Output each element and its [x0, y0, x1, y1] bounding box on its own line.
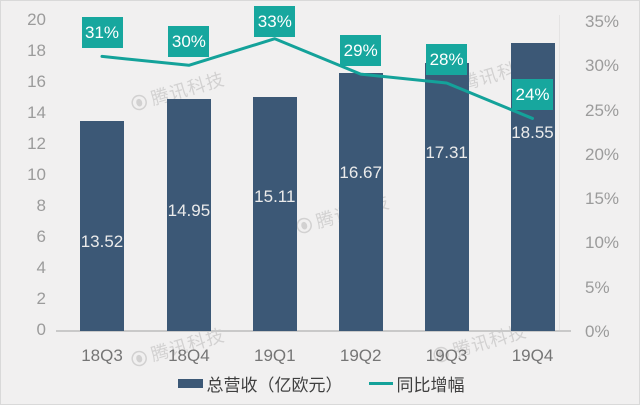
left-axis-tick: 4	[36, 258, 46, 277]
legend-revenue-label: 总营收（亿欧元）	[206, 375, 343, 395]
watermark: 腾讯科技	[429, 317, 529, 369]
bar-value-label: 13.52	[80, 232, 124, 251]
plot-right-border	[559, 15, 560, 331]
left-axis-tick: 6	[36, 227, 46, 246]
right-axis-tick: 20%	[585, 144, 620, 164]
growth-line-swatch-icon	[368, 381, 393, 385]
x-axis-line	[56, 330, 571, 332]
x-axis-label: 19Q3	[425, 346, 468, 365]
revenue-bar	[166, 99, 211, 331]
right-axis-tick: 5%	[585, 277, 610, 297]
bar-value-label: 14.95	[167, 201, 211, 220]
x-axis-label: 18Q4	[168, 346, 210, 365]
growth-pct-label: 28%	[426, 44, 468, 75]
bar-value-label: 15.11	[254, 187, 296, 206]
revenue-bar	[252, 96, 297, 331]
left-axis-tick: 10	[27, 165, 46, 184]
x-axis-label: 19Q2	[339, 346, 382, 365]
revenue-bar	[80, 121, 124, 331]
tencent-logo-icon	[296, 217, 312, 233]
right-axis-tick: 10%	[585, 233, 620, 253]
left-axis-tick: 8	[36, 196, 46, 215]
legend-growth-label: 同比增幅	[396, 375, 465, 395]
revenue-bar-swatch-icon	[177, 378, 203, 388]
legend: 总营收（亿欧元） 同比增幅	[1, 371, 639, 396]
growth-pct-label: 33%	[254, 6, 296, 37]
left-axis-tick: 20	[27, 10, 46, 29]
right-axis-tick: 30%	[585, 56, 620, 76]
legend-item-growth: 同比增幅	[368, 371, 465, 396]
right-axis-tick: 35%	[585, 12, 620, 31]
legend-item-revenue: 总营收（亿欧元）	[177, 371, 343, 396]
bar-value-label: 17.31	[425, 143, 468, 162]
watermark: 腾讯科技	[292, 188, 392, 240]
x-axis-label: 19Q4	[511, 346, 554, 365]
left-axis-tick: 14	[27, 103, 46, 122]
left-axis-tick: 12	[27, 134, 46, 153]
bar-value-label: 16.67	[339, 163, 382, 182]
watermark: 腾讯科技	[127, 321, 227, 373]
bar-value-label: 18.55	[511, 123, 554, 142]
right-axis-tick: 15%	[585, 189, 620, 209]
right-axis-tick: 25%	[585, 100, 620, 120]
growth-pct-label: 30%	[168, 26, 210, 58]
growth-pct-label: 24%	[512, 79, 553, 111]
tencent-logo-icon	[433, 346, 449, 362]
growth-pct-label: 31%	[81, 17, 123, 49]
tencent-logo-icon	[131, 350, 147, 366]
right-axis-tick: 0%	[585, 322, 610, 341]
x-axis-label: 19Q1	[254, 346, 296, 365]
growth-pct-label: 29%	[340, 35, 382, 67]
left-axis-tick: 0	[36, 320, 46, 339]
left-axis-tick: 2	[36, 289, 46, 308]
left-axis-tick: 18	[27, 41, 46, 60]
left-axis-tick: 16	[27, 72, 46, 91]
x-axis-label: 18Q3	[81, 346, 123, 365]
